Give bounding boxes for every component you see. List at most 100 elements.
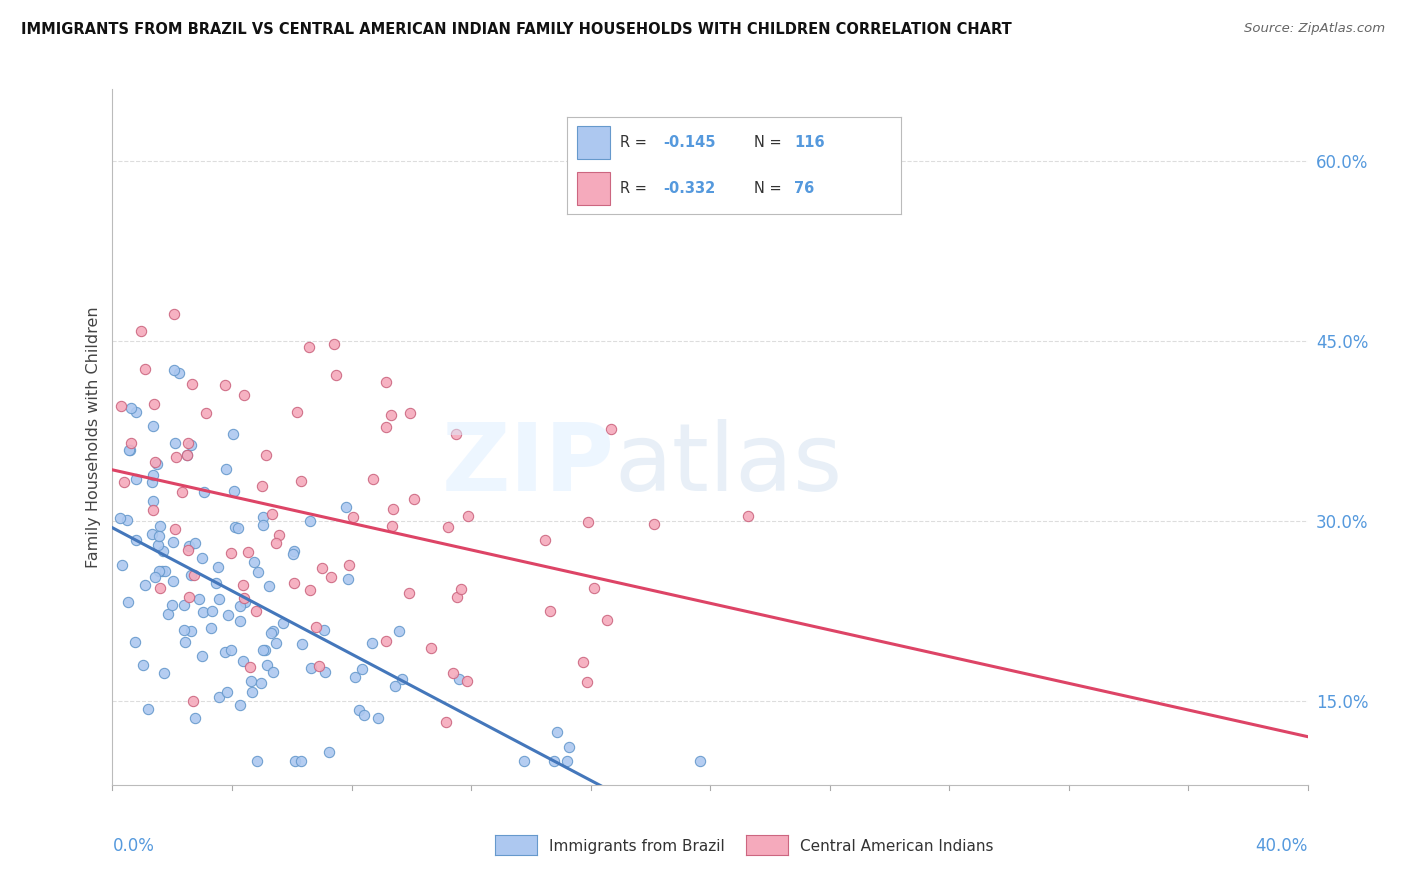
Point — [254, 642, 277, 657]
Point — [142, 494, 165, 508]
Point — [142, 502, 165, 516]
Point — [149, 581, 172, 595]
Point — [233, 388, 256, 402]
Point — [582, 581, 605, 595]
Point — [456, 673, 478, 688]
Point — [239, 660, 262, 674]
Point — [141, 527, 163, 541]
Point — [267, 528, 290, 542]
Point — [252, 510, 274, 524]
Point — [124, 634, 146, 648]
Point — [576, 674, 599, 689]
Point — [283, 575, 305, 590]
Point — [208, 592, 231, 607]
Point — [337, 558, 360, 572]
Point — [110, 558, 132, 572]
Point — [398, 586, 420, 600]
Point — [163, 363, 186, 377]
Text: atlas: atlas — [614, 419, 842, 511]
Point — [298, 583, 321, 598]
Point — [446, 426, 468, 441]
Point — [120, 401, 142, 415]
Point — [156, 607, 179, 622]
Point — [136, 702, 159, 716]
Point — [252, 518, 274, 533]
Point — [143, 454, 166, 468]
Point — [163, 307, 186, 321]
Point — [281, 547, 304, 561]
Point — [207, 559, 229, 574]
Point — [242, 685, 264, 699]
Point — [150, 565, 173, 579]
Point — [170, 485, 193, 500]
Point — [256, 657, 278, 672]
Point — [384, 679, 406, 693]
Point — [381, 519, 404, 533]
Point — [245, 604, 267, 618]
Point — [183, 694, 205, 708]
Point — [160, 598, 183, 612]
Point — [239, 674, 262, 689]
Point — [250, 479, 273, 493]
Point — [229, 599, 252, 614]
Point — [374, 375, 396, 389]
Point — [283, 544, 305, 558]
Point — [153, 666, 176, 681]
Point — [173, 598, 195, 612]
Point — [233, 595, 256, 609]
Point — [335, 500, 357, 515]
Point — [254, 448, 277, 462]
Point — [246, 565, 269, 579]
Point — [596, 613, 619, 627]
Point — [391, 673, 413, 687]
Point — [177, 539, 200, 553]
Point — [262, 624, 284, 638]
Y-axis label: Family Households with Children: Family Households with Children — [86, 306, 101, 568]
Point — [361, 472, 384, 486]
Point — [347, 702, 370, 716]
Point — [318, 745, 340, 759]
Point — [214, 378, 236, 392]
Point — [546, 725, 568, 739]
Point — [305, 620, 328, 634]
Point — [117, 513, 139, 527]
Text: ZIP: ZIP — [441, 419, 614, 511]
Point — [217, 607, 239, 622]
Point — [142, 397, 165, 411]
Point — [242, 555, 264, 569]
Point — [163, 522, 186, 536]
Point — [257, 579, 280, 593]
Point — [308, 659, 330, 673]
Point — [191, 649, 214, 664]
Point — [194, 406, 217, 420]
Point — [375, 420, 398, 434]
Point — [214, 645, 236, 659]
Point — [145, 570, 167, 584]
Point — [173, 623, 195, 637]
Point — [228, 614, 250, 628]
Point — [232, 654, 254, 668]
Point — [120, 436, 142, 450]
Point — [208, 690, 231, 705]
Text: 40.0%: 40.0% — [1256, 837, 1308, 855]
Point — [176, 448, 198, 462]
Point — [419, 641, 441, 656]
Point — [184, 711, 207, 725]
Point — [434, 715, 457, 730]
Point — [572, 655, 595, 669]
Point — [222, 426, 245, 441]
Text: Immigrants from Brazil: Immigrants from Brazil — [548, 838, 724, 854]
Point — [380, 408, 402, 422]
Point — [217, 685, 239, 699]
Point — [152, 544, 174, 558]
Point — [558, 739, 581, 754]
Point — [215, 462, 238, 476]
Point — [314, 665, 336, 680]
Point — [224, 520, 246, 534]
Point — [361, 635, 384, 649]
Point — [290, 475, 312, 489]
Point — [184, 536, 207, 550]
Point — [224, 483, 246, 498]
Point — [149, 518, 172, 533]
Point — [153, 564, 176, 578]
